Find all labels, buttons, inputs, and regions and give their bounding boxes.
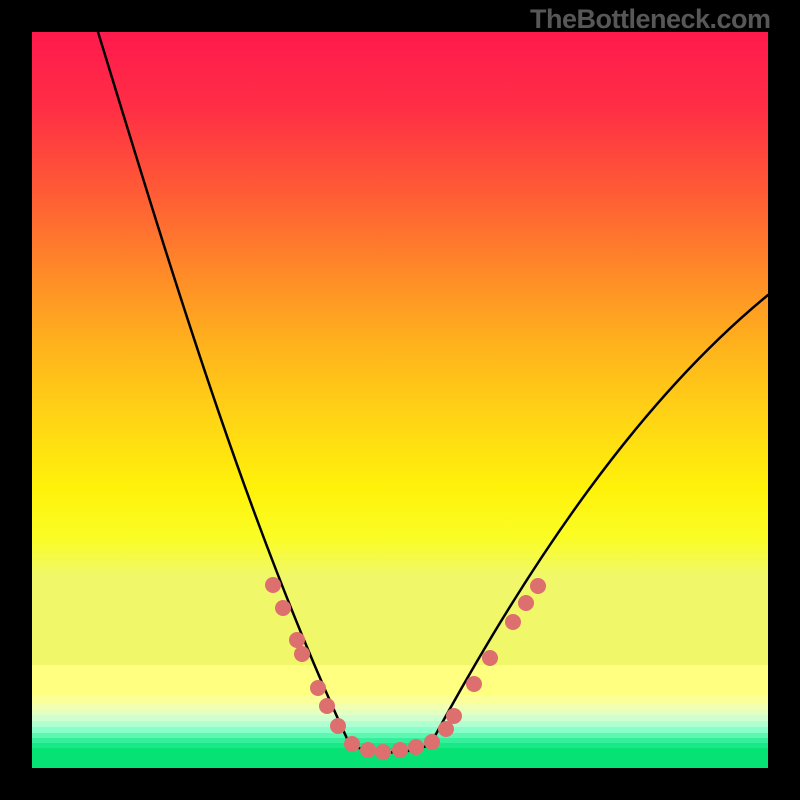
watermark-text: TheBottleneck.com [530,4,771,35]
chart-root: TheBottleneck.com [0,0,800,800]
chart-frame-overlay [0,0,800,800]
